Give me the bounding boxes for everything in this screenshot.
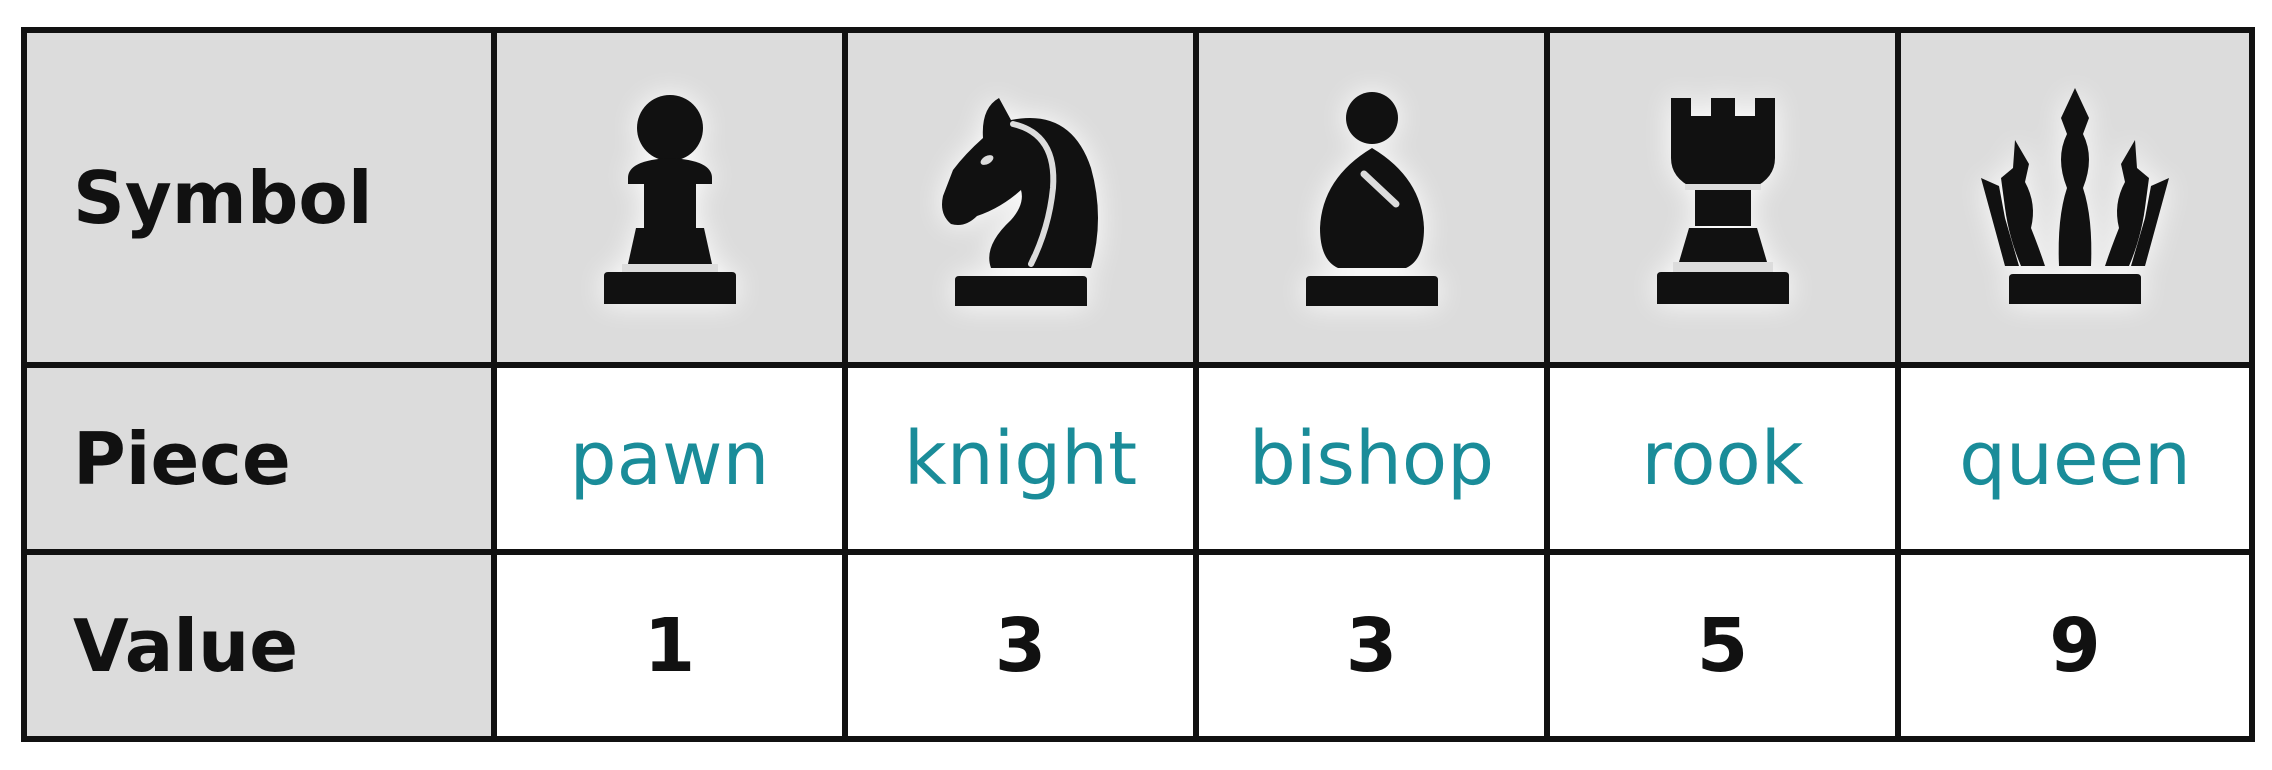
value-row: Value 1 3 3 5 9 [21, 549, 2255, 742]
chess-queen-icon [1981, 87, 2169, 304]
chess-pawn-icon [603, 94, 736, 304]
chess-rook-icon [1656, 97, 1789, 304]
symbol-row: Symbol [21, 27, 2255, 368]
chess-piece-value-table: Symbol [21, 27, 2255, 742]
piece-name-bishop: bishop [1193, 362, 1550, 555]
piece-row: Piece pawn knight bishop rook queen [21, 362, 2255, 555]
symbol-cell-bishop [1193, 27, 1550, 368]
piece-value-knight: 3 [842, 549, 1199, 742]
symbol-cell-knight [842, 27, 1199, 368]
row-header-piece: Piece [21, 362, 497, 555]
piece-value-queen: 9 [1895, 549, 2255, 742]
piece-value-pawn: 1 [491, 549, 848, 742]
piece-value-bishop: 3 [1193, 549, 1550, 742]
symbol-cell-pawn [491, 27, 848, 368]
piece-value-rook: 5 [1544, 549, 1901, 742]
symbol-cell-queen [1895, 27, 2255, 368]
symbol-cell-rook [1544, 27, 1901, 368]
piece-name-knight: knight [842, 362, 1199, 555]
chess-knight-icon [941, 97, 1098, 306]
piece-name-rook: rook [1544, 362, 1901, 555]
piece-name-pawn: pawn [491, 362, 848, 555]
row-header-symbol: Symbol [21, 27, 497, 368]
row-header-value: Value [21, 549, 497, 742]
piece-name-queen: queen [1895, 362, 2255, 555]
chess-bishop-icon [1305, 91, 1438, 306]
